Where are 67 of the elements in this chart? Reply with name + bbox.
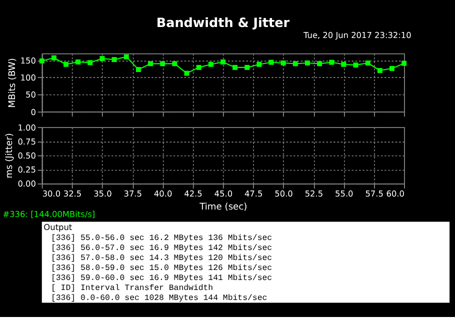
point	[244, 64, 250, 70]
text: [336] 58.0-59.0 sec 15.0 MBytes 126 Mbits/sec	[50, 264, 272, 273]
point	[377, 68, 382, 74]
text: [336] 55.0-56.0 sec 16.2 MBytes 136 Mbits/sec	[50, 234, 272, 243]
point	[341, 62, 346, 67]
y-axis-title: ms (Jitter)	[5, 133, 16, 178]
text: [ ID] Interval Transfer Bandwidth	[50, 284, 214, 293]
y-axis-title: MBits (BW)	[8, 58, 18, 108]
y-tick-label: 0.75	[18, 136, 36, 146]
point	[280, 60, 286, 66]
point	[317, 61, 322, 66]
y-tick-label: 50	[26, 90, 36, 100]
point	[402, 60, 407, 66]
x-tick-label: 47.5	[244, 188, 263, 199]
x-tick-label: 42.5	[184, 188, 202, 199]
point	[365, 60, 370, 66]
x-tick-label: 50.0	[274, 188, 293, 199]
point	[88, 60, 93, 66]
y-tick-label: 150	[20, 55, 36, 66]
y-tick-label: 0.25	[18, 164, 36, 175]
x-tick-label: 55.0	[335, 188, 354, 199]
point	[160, 61, 166, 66]
y-tick-label: 1.00	[18, 122, 36, 132]
point	[292, 61, 298, 66]
point	[389, 66, 394, 71]
x-tick-label: 52.5	[304, 188, 324, 199]
text: [336] 56.0-57.0 sec 16.9 MBytes 142 Mbits/sec	[50, 244, 272, 253]
text: [336] 57.0-58.0 sec 14.3 MBytes 120 Mbits/sec	[50, 254, 272, 263]
text: Tue, 20 Jun 2017 23:32:10	[302, 30, 412, 40]
point	[304, 60, 310, 66]
point	[148, 61, 154, 66]
point	[51, 55, 56, 60]
point	[100, 56, 105, 62]
point	[220, 59, 226, 64]
x-tick-label: 60.0	[386, 188, 404, 199]
text: Output	[44, 222, 73, 232]
x-tick-label: 35.0	[94, 188, 112, 199]
point	[172, 61, 178, 66]
point	[353, 62, 358, 68]
point	[329, 60, 334, 65]
x-axis-title: Time (sec)	[198, 202, 248, 212]
point	[124, 54, 129, 60]
x-tick-label: 45.0	[214, 188, 233, 199]
point	[196, 64, 202, 70]
y-tick-label: 100	[20, 72, 36, 83]
text: [336] 59.0-60.0 sec 16.9 MBytes 141 Mbits/sec	[50, 274, 272, 283]
chart-title: Bandwidth & Jitter	[156, 16, 290, 32]
point	[112, 57, 117, 62]
point	[256, 62, 262, 67]
point	[76, 59, 81, 64]
point	[232, 64, 238, 70]
y-tick-label: 0	[30, 106, 36, 117]
text: [336] 0.0-60.0 sec 1028 MBytes 144 Mbits/sec	[50, 294, 268, 304]
point	[208, 62, 214, 67]
point	[268, 60, 274, 65]
point	[39, 58, 44, 64]
point	[64, 62, 68, 67]
text: #336: [144.00MBits/s]	[2, 209, 96, 220]
point	[184, 70, 190, 76]
point	[136, 67, 141, 72]
x-tick-label: 40.0	[154, 188, 172, 199]
x-tick-label: 37.5	[124, 188, 142, 199]
y-tick-label: 0.00	[18, 178, 36, 189]
x-tick-label: 30.0	[42, 188, 61, 199]
x-tick-label: 32.5	[63, 188, 82, 199]
x-tick-label: 57.5	[365, 188, 384, 199]
y-tick-label: 0.50	[18, 150, 36, 160]
